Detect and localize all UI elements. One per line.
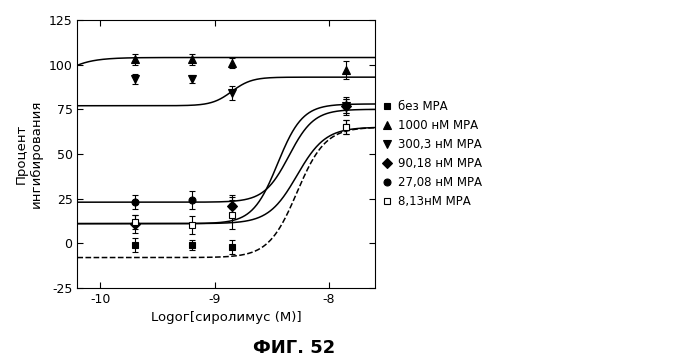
Text: ФИГ. 52: ФИГ. 52	[253, 339, 335, 357]
Y-axis label: Процент
ингибирования: Процент ингибирования	[15, 100, 43, 208]
Legend: без МРА, 1000 нМ МРА, 300,3 нМ МРА, 90,18 нМ МРА, 27,08 нМ МРА, 8,13нМ МРА: без МРА, 1000 нМ МРА, 300,3 нМ МРА, 90,1…	[378, 95, 486, 212]
X-axis label: Logог[сиролимус (М)]: Logог[сиролимус (М)]	[150, 311, 302, 324]
